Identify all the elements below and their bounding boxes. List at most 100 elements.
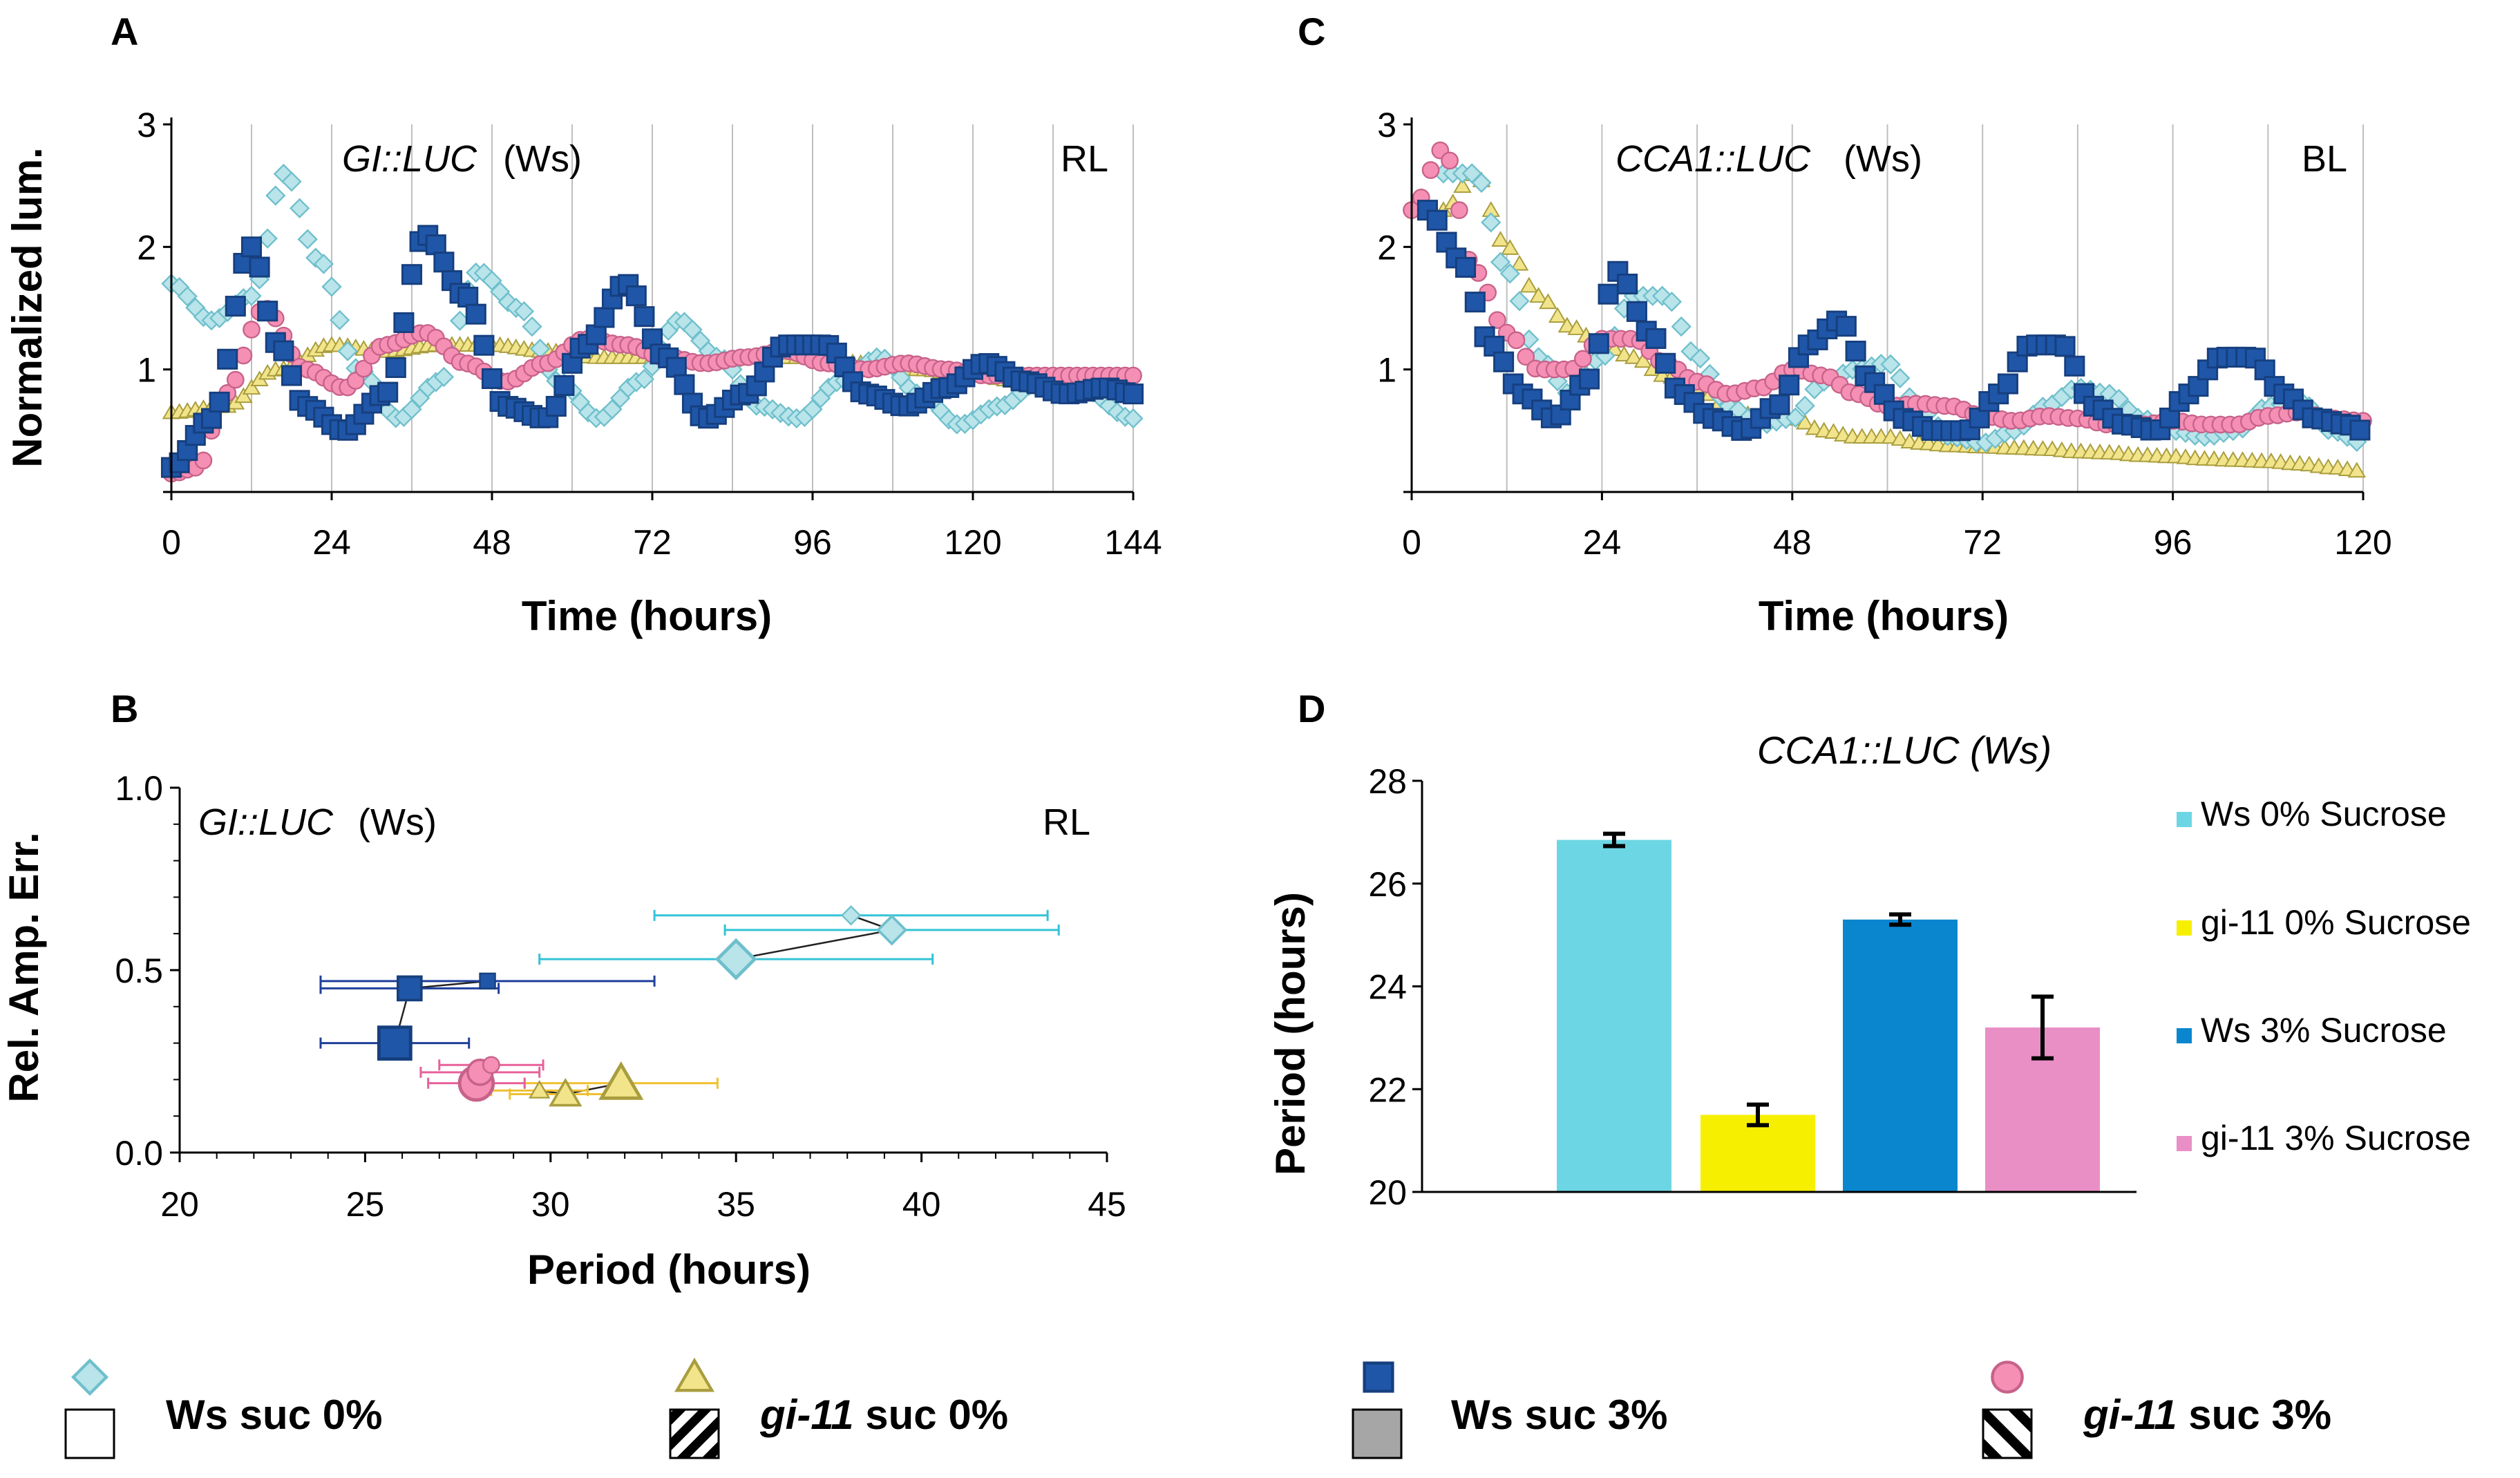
legend-swatch xyxy=(669,1408,720,1459)
panel-c-point-triangle xyxy=(1510,254,1529,271)
panel-a-point-diamond xyxy=(602,399,623,419)
legend-marker-circle xyxy=(1991,1361,2024,1394)
panel-c-point-square xyxy=(1617,274,1638,295)
panel-c-point-triangle xyxy=(1539,293,1557,310)
panel-b-series-triangle xyxy=(490,1061,719,1107)
panel-a-point-diamond xyxy=(313,254,334,274)
panel-a-point-diamond xyxy=(433,366,455,388)
panel-d-legend-label: gi-11 3% Sucrose xyxy=(2201,1119,2471,1157)
panel-c-point-square xyxy=(1626,301,1647,322)
panel-c-x-tick-label: 0 xyxy=(1402,523,1421,562)
panel-a-point-square xyxy=(585,324,607,345)
panel-c-condition: BL xyxy=(2302,138,2347,180)
panel-c-point-diamond xyxy=(1794,395,1815,416)
panel-b-x-tick-label: 40 xyxy=(902,1185,941,1224)
panel-b-point-diamond xyxy=(714,938,757,980)
panel-a-y-tick-label: 1 xyxy=(137,351,156,390)
panel-b-title-gene: GI::LUC xyxy=(198,802,334,843)
panel-a-x-tick-label: 96 xyxy=(793,523,832,562)
panel-a-y-tick-label: 3 xyxy=(137,106,156,144)
bottom-legend: Ws suc 0% gi-11 suc 0% Ws suc 3% gi-11 suc … xyxy=(64,1357,2331,1459)
panel-a-point-diamond xyxy=(682,319,703,340)
panel-c-point-triangle xyxy=(1824,423,1843,439)
panel-b-connector-diamond xyxy=(735,914,896,960)
panel-c-point-square xyxy=(2349,419,2371,441)
panel-b-x-tick-label: 35 xyxy=(717,1185,755,1224)
legend-item: Ws suc 3% xyxy=(1352,1361,1667,1459)
panel-a-x-tick-label: 24 xyxy=(312,523,351,562)
legend-marker-triangle xyxy=(674,1357,714,1392)
panel-b-point-triangle xyxy=(529,1079,551,1099)
legend-label-text: suc 0% xyxy=(854,1392,1008,1438)
panel-c-point-triangle xyxy=(1805,419,1824,435)
panel-d-y-tick-label: 24 xyxy=(1368,968,1407,1007)
panel-a-title-gene: GI::LUC xyxy=(342,138,477,180)
panel-a-x-tick-label: 120 xyxy=(944,523,1001,562)
panel-a-chart: 0 24 48 72 96 120 144 1 2 3 GI::LUC (Ws) RL Time … xyxy=(4,106,1162,639)
panel-c-chart: 0 24 48 72 96 120 1 2 3 CCA1::LUC (Ws) BL Time (… xyxy=(1377,106,2392,639)
panel-c-x-tick-label: 24 xyxy=(1583,523,1622,562)
panel-a-point-diamond xyxy=(329,310,350,330)
panel-a-point-square xyxy=(393,312,415,333)
panel-d-bar xyxy=(1843,919,1958,1192)
panel-a-point-triangle xyxy=(242,379,261,395)
panel-d-y-tick-label: 26 xyxy=(1368,865,1407,904)
panel-c-point-diamond xyxy=(1690,348,1711,369)
panel-b-series-circle xyxy=(419,1056,544,1102)
panel-a-point-square xyxy=(465,303,486,325)
panel-c-point-square xyxy=(1835,316,1857,337)
panel-b-point-triangle xyxy=(598,1061,644,1100)
panel-c-point-square xyxy=(1769,394,1790,415)
panel-c-point-diamond xyxy=(1509,291,1530,312)
panel-d-legend-swatch xyxy=(2177,1136,2192,1151)
panel-c-series-square xyxy=(1417,200,2371,442)
panel-b-x-tick-label: 20 xyxy=(160,1185,199,1224)
panel-c-x-tick-label: 96 xyxy=(2154,523,2192,562)
panel-label-b: B xyxy=(111,687,138,730)
panel-a-point-square xyxy=(217,348,238,370)
panel-b-y-tick-label: 0.5 xyxy=(115,951,163,990)
panel-a-point-circle xyxy=(346,372,365,390)
panel-c-point-square xyxy=(1997,373,2018,395)
legend-marker-square xyxy=(1363,1361,1394,1393)
panel-c-point-diamond xyxy=(1671,316,1692,337)
panel-c-x-tick-label: 120 xyxy=(2334,523,2391,562)
panel-c-point-circle xyxy=(1517,348,1535,366)
panel-c-point-diamond xyxy=(1661,292,1683,312)
panel-a-point-square xyxy=(625,285,647,307)
panel-d-title: CCA1::LUC (Ws) xyxy=(1757,728,2052,772)
panel-a-point-square xyxy=(401,264,423,285)
legend-item: gi-11 suc 0% xyxy=(669,1357,1008,1459)
panel-c-point-triangle xyxy=(1519,276,1539,293)
panel-c-xlabel: Time (hours) xyxy=(1759,593,2009,639)
panel-a-point-diamond xyxy=(289,198,310,219)
panel-d-legend-label: Ws 3% Sucrose xyxy=(2201,1011,2447,1050)
legend-marker-diamond xyxy=(70,1358,109,1396)
panel-a-point-diamond xyxy=(634,368,655,390)
panel-a-x-tick-label: 48 xyxy=(473,523,511,562)
panel-c-point-triangle xyxy=(1453,177,1472,193)
panel-a-point-square xyxy=(209,391,230,413)
panel-d-chart: CCA1::LUC (Ws) 20 22 24 26 28 Period (hours)… xyxy=(1267,728,2471,1212)
panel-c-point-circle xyxy=(1507,331,1526,350)
panel-d-y-tick-label: 28 xyxy=(1368,762,1407,801)
panel-b-ylabel: Rel. Amp. Err. xyxy=(1,832,47,1102)
panel-a-point-diamond xyxy=(513,301,535,322)
legend-label-text: Ws suc 3% xyxy=(1451,1392,1667,1438)
panel-a-point-diamond xyxy=(522,316,542,337)
panel-b-point-circle xyxy=(482,1056,500,1074)
panel-d-ylabel: Period (hours) xyxy=(1267,892,1314,1175)
panel-c-point-square xyxy=(1845,341,1866,362)
panel-a-x-tick-label: 0 xyxy=(162,523,181,562)
panel-a-point-diamond xyxy=(265,185,286,206)
panel-c-point-square xyxy=(1598,283,1619,305)
panel-a-point-square xyxy=(385,357,406,379)
panel-d-bar xyxy=(1557,840,1671,1192)
panel-c-point-square xyxy=(1779,375,1800,396)
panel-c-point-square xyxy=(1588,333,1609,354)
panel-a-point-diamond xyxy=(321,276,342,297)
panel-c-point-diamond xyxy=(1880,354,1901,375)
panel-a-point-square xyxy=(457,286,479,308)
panel-a-series-square xyxy=(160,225,1144,478)
